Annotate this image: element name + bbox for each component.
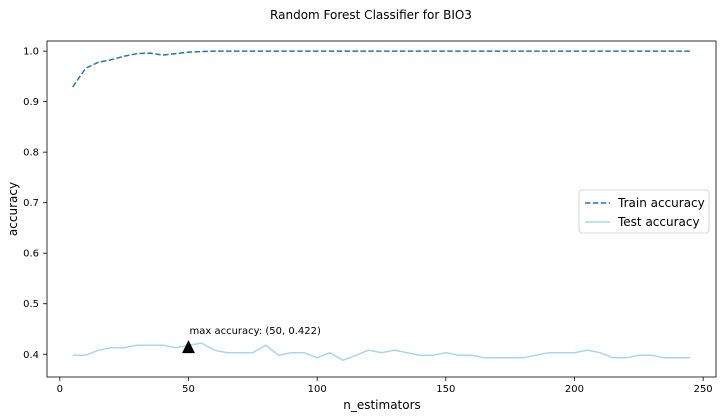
x-tick-label: 100: [308, 384, 327, 395]
train-accuracy-line: [72, 50, 691, 88]
x-tick-label: 250: [694, 384, 713, 395]
x-axis: 0 50 100 150 200 250: [57, 377, 713, 395]
y-axis: 0.4 0.5 0.6 0.7 0.8 0.9 1.0: [23, 47, 47, 361]
series-layer: [72, 50, 691, 362]
y-tick-label: 0.6: [23, 249, 39, 260]
y-tick-label: 0.7: [23, 198, 39, 209]
x-tick-label: 50: [182, 384, 195, 395]
legend-label-test: Test accuracy: [617, 215, 700, 229]
legend-label-train: Train accuracy: [617, 196, 705, 210]
y-tick-label: 0.4: [23, 350, 39, 361]
legend-frame: [578, 189, 710, 234]
x-tick-label: 0: [57, 384, 63, 395]
legend: Train accuracy Test accuracy: [578, 189, 710, 234]
x-axis-label: n_estimators: [343, 398, 421, 412]
y-tick-label: 1.0: [23, 47, 39, 58]
y-tick-label: 0.9: [23, 97, 39, 108]
max-accuracy-label: max accuracy: (50, 0.422): [190, 326, 322, 337]
max-accuracy-annotation: max accuracy: (50, 0.422): [182, 326, 322, 354]
max-accuracy-marker: [182, 340, 195, 354]
x-tick-label: 150: [436, 384, 455, 395]
x-tick-label: 200: [565, 384, 584, 395]
y-axis-label: accuracy: [6, 182, 20, 236]
y-tick-label: 0.5: [23, 299, 39, 310]
y-tick-label: 0.8: [23, 148, 39, 159]
chart-title: Random Forest Classifier for BIO3: [270, 8, 472, 22]
test-accuracy-line: [72, 342, 691, 362]
